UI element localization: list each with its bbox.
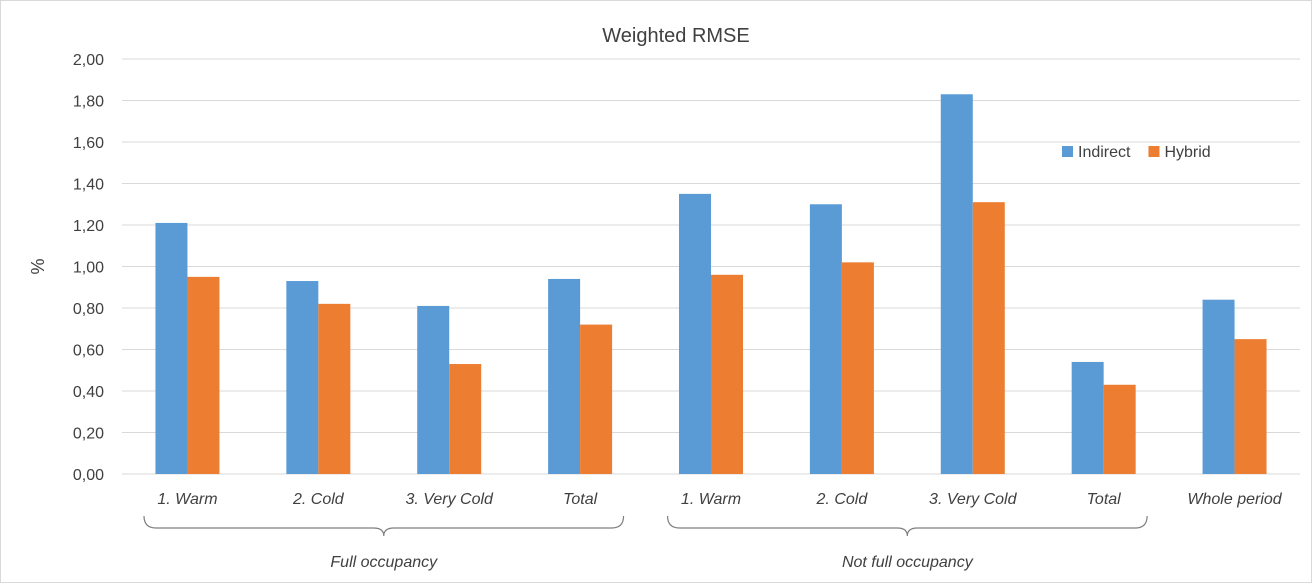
y-axis-label: %: [28, 258, 48, 274]
x-axis-categories: 1. Warm 2. Cold 3. Very Cold Total 1. Warm 2.…: [157, 491, 1282, 508]
legend-swatch: [1062, 146, 1073, 157]
group-label: Not full occupancy: [842, 554, 974, 571]
legend: Indirect Hybrid: [1062, 144, 1211, 161]
y-axis-ticks: 0,00 0,20 0,40 0,60 0,80 1,00 1,20 1,40 1,60 1,80…: [73, 52, 104, 484]
bar-hybrid: [711, 274, 743, 474]
bars: [155, 94, 1267, 475]
group-brace: [666, 515, 1148, 537]
bar-hybrid: [1103, 384, 1136, 474]
bar-indirect: [417, 305, 450, 474]
bar-hybrid: [449, 364, 482, 474]
bar-indirect: [1071, 361, 1104, 474]
x-category-label: 1. Warm: [681, 491, 741, 508]
bar-indirect: [1202, 299, 1235, 474]
group-brace: [143, 515, 625, 537]
x-category-label: Whole period: [1187, 491, 1282, 508]
y-tick-label: 1,60: [73, 135, 104, 152]
x-category-label: 3. Very Cold: [929, 491, 1018, 508]
bar-indirect: [679, 193, 711, 474]
bar-hybrid: [1234, 339, 1267, 474]
bar-hybrid: [972, 202, 1005, 475]
bar-indirect: [809, 204, 842, 474]
x-category-label: Total: [1087, 491, 1122, 508]
x-category-label: 3. Very Cold: [405, 491, 494, 508]
legend-label: Indirect: [1078, 144, 1131, 161]
x-category-label: 2. Cold: [816, 491, 869, 508]
y-tick-label: 0,20: [73, 426, 104, 443]
bar-hybrid: [187, 276, 220, 474]
bar-indirect: [940, 94, 973, 475]
y-tick-label: 1,00: [73, 260, 104, 277]
y-tick-label: 2,00: [73, 52, 104, 69]
category-groups: Full occupancy Not full occupancy: [143, 515, 1148, 571]
bar-hybrid: [580, 324, 613, 474]
x-category-label: 2. Cold: [292, 491, 345, 508]
y-tick-label: 1,40: [73, 177, 104, 194]
bar-indirect: [286, 281, 319, 474]
chart-title: Weighted RMSE: [602, 25, 749, 47]
y-tick-label: 0,60: [73, 343, 104, 360]
legend-swatch: [1148, 146, 1160, 157]
y-tick-label: 0,40: [73, 384, 104, 401]
x-category-label: Total: [563, 491, 598, 508]
y-tick-label: 0,00: [73, 467, 104, 484]
bar-hybrid: [318, 303, 351, 474]
legend-label: Hybrid: [1164, 144, 1210, 161]
y-tick-label: 1,80: [73, 94, 104, 111]
y-tick-label: 0,80: [73, 301, 104, 318]
bar-hybrid: [841, 262, 874, 474]
x-category-label: 1. Warm: [157, 491, 217, 508]
bar-indirect: [548, 278, 581, 474]
group-label: Full occupancy: [330, 554, 438, 571]
bar-indirect: [155, 222, 188, 474]
y-tick-label: 1,20: [73, 218, 104, 235]
